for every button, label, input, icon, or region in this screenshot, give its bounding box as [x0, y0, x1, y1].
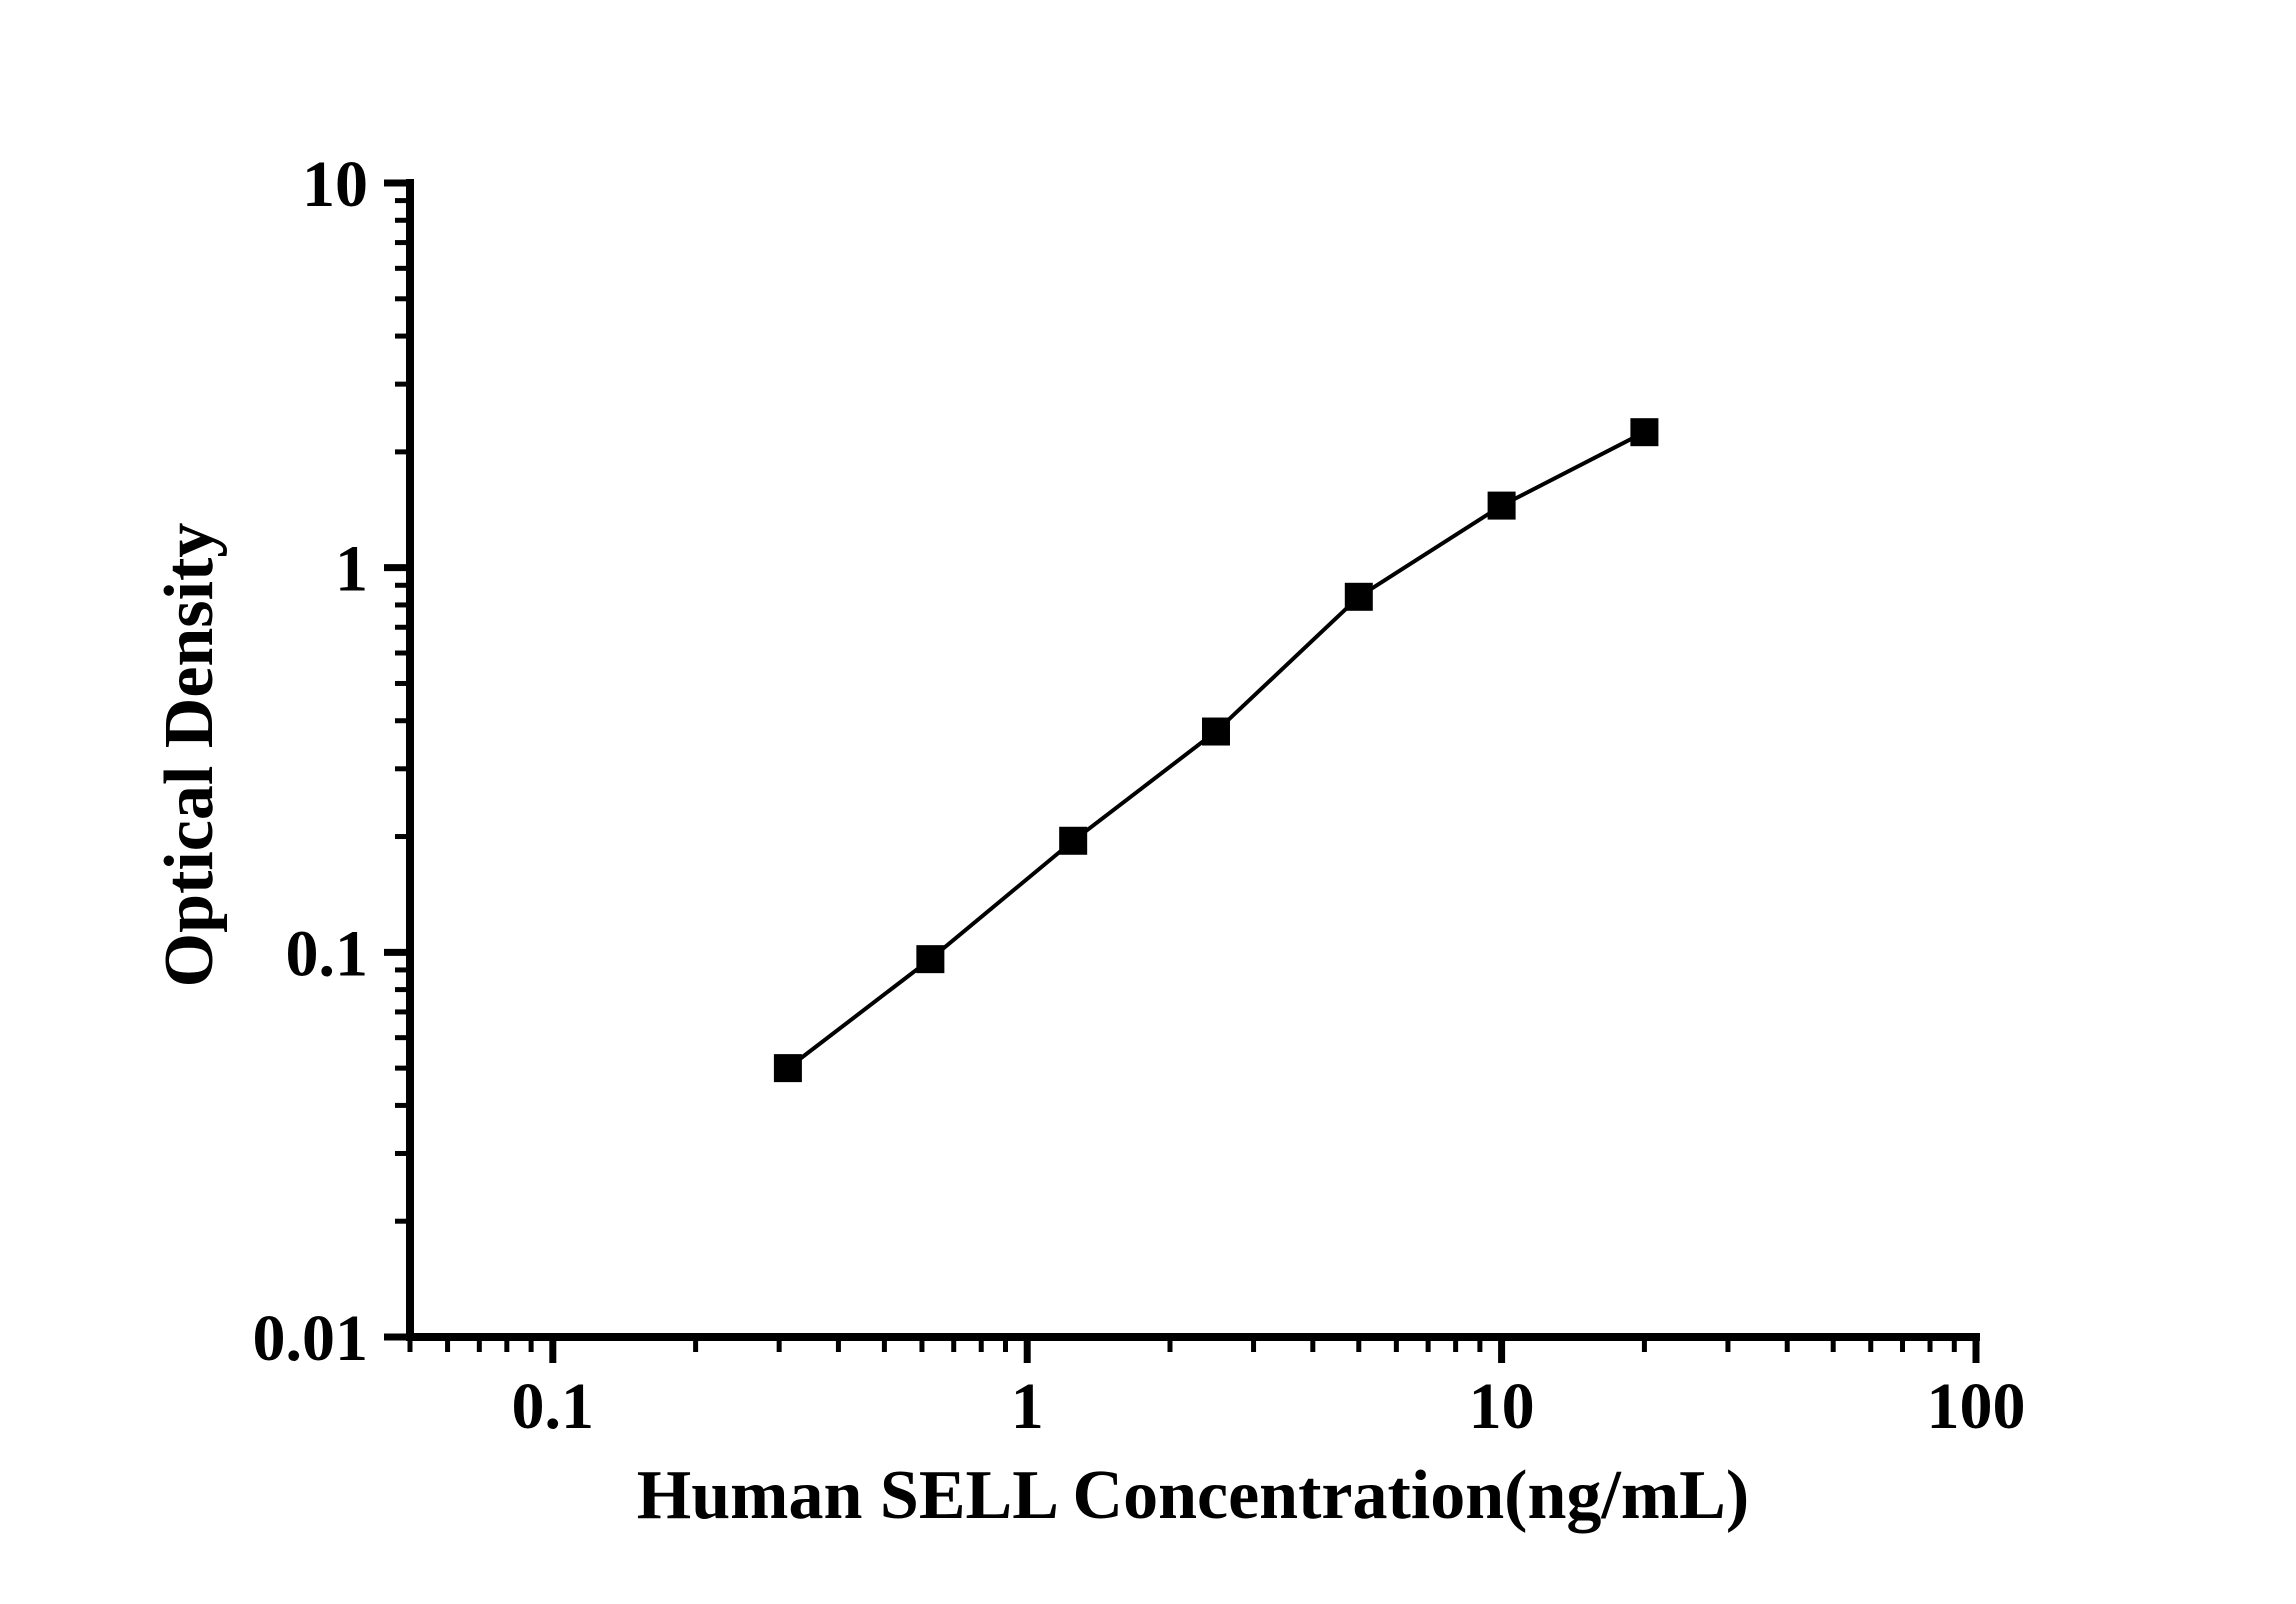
x-tick-label: 0.1 [512, 1370, 595, 1443]
data-point-marker [1059, 826, 1088, 855]
data-point-marker [1201, 717, 1230, 746]
y-tick-label: 0.01 [253, 1302, 369, 1375]
data-point-marker [916, 945, 945, 974]
x-axis-title: Human SELL Concentration(ng/mL) [637, 1457, 1749, 1534]
y-axis-title: Optical Density [151, 523, 228, 988]
plot-layer: 0.1 1 10 100 10 1 0.1 0.01 [253, 148, 2026, 1443]
x-tick-label: 1 [1011, 1370, 1044, 1443]
y-tick-label: 1 [335, 533, 368, 606]
x-tick-label: 10 [1469, 1370, 1535, 1443]
series-line [786, 430, 1646, 1070]
data-point-marker [1344, 582, 1373, 611]
y-tick-label: 10 [302, 148, 368, 221]
x-tick-label: 100 [1927, 1370, 2026, 1443]
y-tick-label: 0.1 [286, 917, 369, 990]
data-point-marker [773, 1054, 802, 1083]
data-point-marker [1487, 491, 1516, 520]
data-point-marker [1630, 418, 1659, 447]
